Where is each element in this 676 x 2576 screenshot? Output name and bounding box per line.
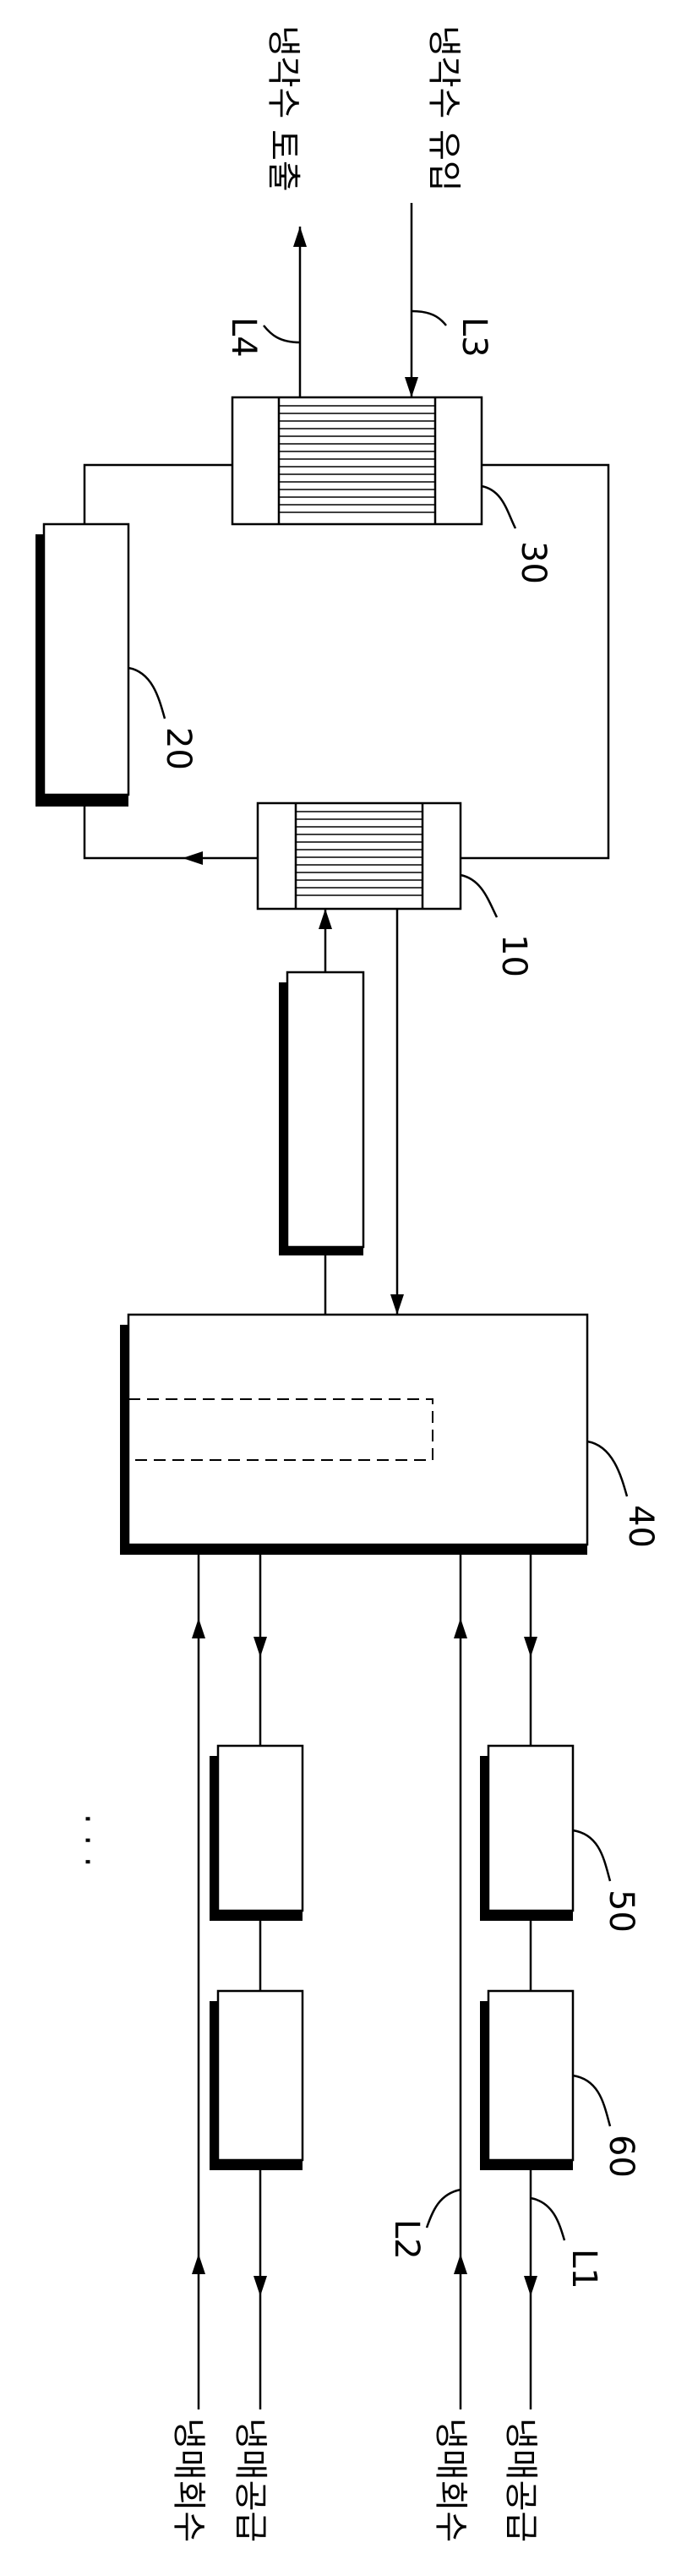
c10-label: 10 [494, 934, 533, 977]
right-return-line-l2 [454, 1554, 467, 2409]
c50-leader [573, 1830, 610, 1881]
left-return-line [192, 1554, 205, 2409]
c10-leader [461, 875, 497, 917]
left-branch-box-b [210, 1991, 303, 2170]
c30-leader [482, 486, 515, 528]
l4-leader [264, 325, 300, 342]
hx10-to-tank-line [390, 909, 404, 1315]
heat-exchanger-30 [232, 397, 482, 524]
c60-label: 60 [602, 2135, 641, 2178]
branch-ellipsis: · · · [68, 1813, 106, 1868]
coolant-outlet-line-l4 [293, 227, 307, 397]
loop-left-top [84, 465, 232, 524]
left-supply-label: 냉매공급 [231, 2418, 270, 2542]
c30-label: 30 [514, 541, 553, 584]
heat-exchanger-10 [258, 803, 461, 909]
l3-label: L3 [455, 317, 493, 358]
l3-leader [412, 311, 446, 325]
c40-leader [587, 1441, 627, 1496]
component-box-60 [480, 1991, 573, 2170]
c50-label: 50 [602, 1890, 641, 1933]
left-branch-box-a [210, 1746, 303, 1921]
right-return-label: 냉매회수 [431, 2418, 470, 2542]
c60-leader [573, 2076, 610, 2126]
l2-label: L2 [387, 2219, 426, 2260]
component-box-50 [480, 1746, 573, 1921]
right-supply-label: 냉매공급 [501, 2418, 540, 2542]
c20-leader [128, 668, 165, 719]
middle-component-box [279, 972, 363, 1255]
middle-box-to-hx10-line [319, 909, 332, 972]
coolant-outlet-label: 냉각수 토출 [264, 25, 303, 192]
c40-label: 40 [621, 1505, 660, 1548]
left-supply-line [254, 1554, 267, 2409]
l1-label: L1 [564, 2249, 603, 2289]
component-box-20 [35, 524, 128, 807]
l4-label: L4 [224, 317, 263, 358]
c20-label: 20 [159, 727, 198, 770]
l1-leader [531, 2198, 564, 2240]
coolant-inlet-line-l3 [405, 203, 418, 397]
right-supply-line-l1 [524, 1554, 537, 2409]
coolant-inlet-label: 냉각수 유입 [424, 25, 463, 192]
l2-leader [427, 2190, 461, 2228]
tank-40 [120, 1315, 587, 1555]
left-return-label: 냉매회수 [169, 2418, 208, 2542]
